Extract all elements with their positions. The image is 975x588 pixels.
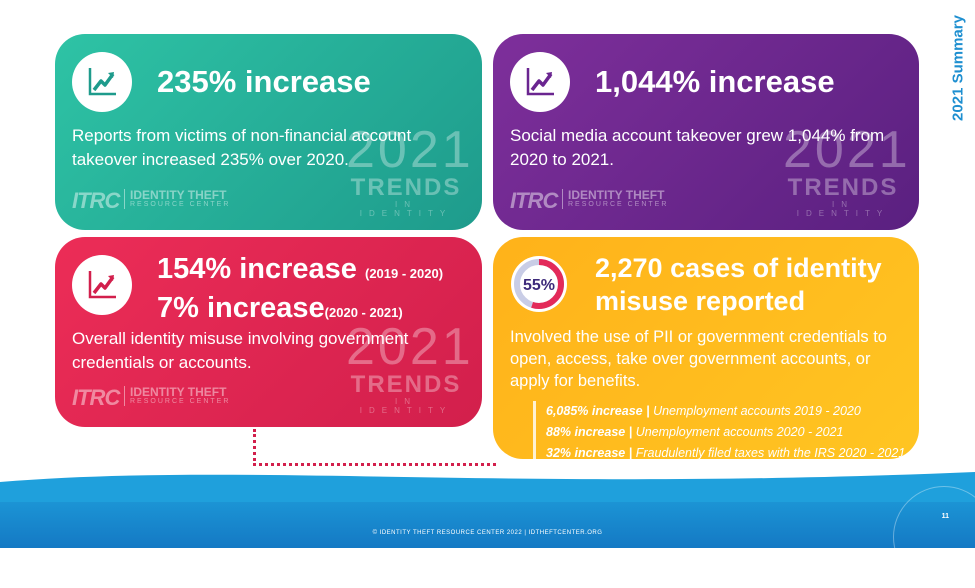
trends-watermark: 2021 TRENDS IN IDENTITY: [346, 318, 474, 415]
detail-item: 32% increase | Fraudulently filed taxes …: [546, 446, 906, 459]
headline: 235% increase: [157, 64, 371, 99]
card-description: Involved the use of PII or government cr…: [510, 328, 887, 390]
donut-chart-icon: 55%: [511, 256, 567, 312]
headline: 2,270 cases of identity misuse reported: [595, 253, 882, 316]
trends-watermark: 2021 TRENDS IN IDENTITY: [346, 121, 474, 218]
detail-item: 6,085% increase | Unemployment accounts …: [546, 404, 861, 418]
detail-item: 88% increase | Unemployment accounts 202…: [546, 425, 844, 439]
detail-list: 6,085% increase | Unemployment accounts …: [533, 401, 905, 459]
stat-card-account-takeover: 235% increase Reports from victims of no…: [55, 34, 482, 230]
stat-card-social-media: 1,044% increase Social media account tak…: [493, 34, 919, 230]
headline: 1,044% increase: [595, 64, 835, 99]
trend-chart-icon: [72, 52, 132, 112]
donut-label: 55%: [523, 277, 555, 294]
headline: 154% increase (2019 - 2020) 7% increase(…: [157, 253, 444, 324]
side-title: 2021 Summary: [947, 8, 969, 128]
card-description: Overall identity misuse involving govern…: [72, 329, 409, 372]
footer: © IDENTITY THEFT RESOURCE CENTER 2022 | …: [0, 472, 975, 588]
trends-watermark: 2021 TRENDS IN IDENTITY: [783, 121, 911, 218]
card-description: Reports from victims of non-financial ac…: [72, 126, 412, 169]
side-title-text: 2021 Summary: [949, 15, 967, 121]
dotted-connector: [253, 429, 496, 466]
trend-chart-icon: [510, 52, 570, 112]
page-number: 11: [941, 513, 949, 520]
stat-card-government-credentials: 154% increase (2019 - 2020) 7% increase(…: [55, 237, 482, 427]
trend-chart-icon: [72, 255, 132, 315]
stat-card-identity-misuse: 55% 2,270 cases of identity misuse repor…: [493, 237, 919, 459]
footer-copyright: © IDENTITY THEFT RESOURCE CENTER 2022 | …: [372, 530, 603, 536]
card-description: Social media account takeover grew 1,044…: [510, 126, 885, 169]
